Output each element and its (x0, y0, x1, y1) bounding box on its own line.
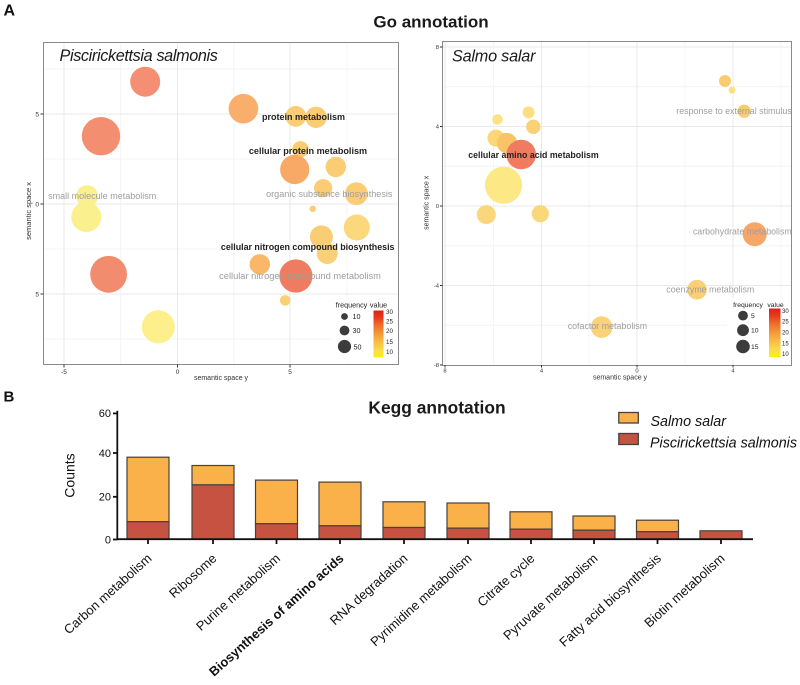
svg-text:small molecule metabolism: small molecule metabolism (48, 191, 156, 201)
svg-text:value: value (370, 301, 387, 310)
svg-text:4: 4 (540, 369, 544, 375)
svg-text:coenzyme metabolism: coenzyme metabolism (666, 285, 754, 295)
svg-text:organic substance biosynthesis: organic substance biosynthesis (266, 189, 393, 199)
svg-text:25: 25 (782, 320, 789, 326)
svg-text:Salmo salar: Salmo salar (651, 414, 728, 430)
svg-text:Counts: Counts (62, 453, 78, 497)
svg-text:8: 8 (443, 369, 446, 375)
svg-text:response to external stimulus: response to external stimulus (676, 106, 792, 116)
svg-text:30: 30 (782, 309, 789, 315)
svg-text:5: 5 (35, 111, 39, 118)
svg-text:carbohydrate metabolism: carbohydrate metabolism (693, 227, 792, 237)
svg-text:25: 25 (386, 319, 393, 326)
svg-text:frequency: frequency (733, 302, 763, 309)
svg-text:4: 4 (436, 125, 440, 131)
svg-text:4: 4 (731, 369, 735, 375)
svg-text:10: 10 (386, 349, 393, 356)
svg-text:Piscirickettsia salmonis: Piscirickettsia salmonis (60, 47, 218, 65)
svg-text:15: 15 (386, 339, 393, 346)
svg-text:Go annotation: Go annotation (373, 13, 488, 32)
svg-text:60: 60 (99, 408, 111, 420)
svg-text:50: 50 (354, 343, 362, 352)
svg-text:20: 20 (386, 328, 393, 335)
svg-text:semantic space x: semantic space x (24, 182, 33, 240)
svg-text:0: 0 (436, 204, 439, 210)
svg-text:value: value (767, 302, 783, 309)
svg-text:protein metabolism: protein metabolism (262, 112, 345, 122)
svg-text:5: 5 (751, 313, 755, 320)
svg-text:cofactor metabolism: cofactor metabolism (568, 321, 647, 331)
svg-text:-4: -4 (434, 284, 440, 290)
svg-text:20: 20 (782, 331, 789, 337)
svg-text:semantic space y: semantic space y (593, 375, 648, 382)
svg-text:-8: -8 (434, 363, 439, 369)
svg-text:10: 10 (353, 312, 361, 321)
svg-text:0: 0 (105, 534, 111, 546)
svg-text:8: 8 (436, 45, 439, 51)
svg-text:20: 20 (99, 492, 111, 504)
svg-text:0: 0 (35, 202, 39, 209)
svg-text:frequency: frequency (336, 301, 368, 310)
svg-text:-5: -5 (61, 369, 67, 376)
svg-text:Piscirickettsia salmonis: Piscirickettsia salmonis (650, 435, 797, 451)
svg-text:5: 5 (288, 369, 292, 376)
svg-text:40: 40 (99, 448, 111, 460)
svg-text:Salmo salar: Salmo salar (452, 48, 536, 66)
svg-text:10: 10 (782, 352, 789, 358)
svg-text:semantic space x: semantic space x (424, 175, 431, 230)
svg-text:semantic space y: semantic space y (194, 375, 249, 382)
svg-text:0: 0 (176, 369, 180, 376)
svg-text:cellular nitrogen compound met: cellular nitrogen compound metabolism (219, 271, 381, 281)
svg-text:5: 5 (35, 292, 39, 299)
svg-text:B: B (4, 389, 15, 406)
svg-text:15: 15 (751, 344, 759, 351)
svg-text:30: 30 (353, 326, 361, 335)
svg-text:15: 15 (782, 342, 789, 348)
svg-text:cellular amino acid metabolism: cellular amino acid metabolism (468, 150, 599, 160)
svg-text:0: 0 (635, 369, 638, 375)
svg-text:10: 10 (751, 328, 759, 335)
svg-text:cellular nitrogen compound bio: cellular nitrogen compound biosynthesis (221, 242, 395, 252)
svg-text:cellular protein metabolism: cellular protein metabolism (249, 146, 367, 156)
svg-text:30: 30 (386, 309, 393, 316)
svg-text:Kegg annotation: Kegg annotation (368, 398, 505, 418)
svg-text:A: A (4, 3, 16, 20)
